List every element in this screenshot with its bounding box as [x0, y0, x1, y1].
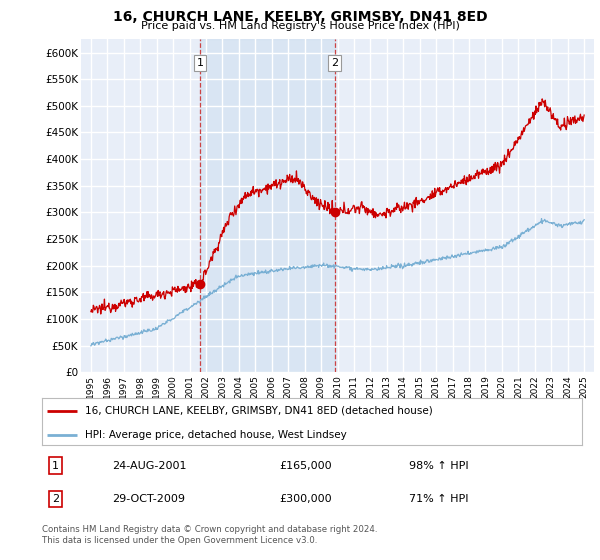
Bar [200, 39, 335, 372]
Text: 98% ↑ HPI: 98% ↑ HPI [409, 460, 469, 470]
Text: 71% ↑ HPI: 71% ↑ HPI [409, 494, 469, 504]
Text: 16, CHURCH LANE, KEELBY, GRIMSBY, DN41 8ED: 16, CHURCH LANE, KEELBY, GRIMSBY, DN41 8… [113, 10, 487, 24]
Text: 2: 2 [52, 494, 59, 504]
Text: 29-OCT-2009: 29-OCT-2009 [112, 494, 185, 504]
Text: Contains HM Land Registry data © Crown copyright and database right 2024.
This d: Contains HM Land Registry data © Crown c… [42, 525, 377, 545]
Text: £165,000: £165,000 [280, 460, 332, 470]
Text: £300,000: £300,000 [280, 494, 332, 504]
Text: 1: 1 [52, 460, 59, 470]
Text: 16, CHURCH LANE, KEELBY, GRIMSBY, DN41 8ED (detached house): 16, CHURCH LANE, KEELBY, GRIMSBY, DN41 8… [85, 406, 433, 416]
Text: 2: 2 [331, 58, 338, 68]
Text: 1: 1 [197, 58, 204, 68]
Text: Price paid vs. HM Land Registry's House Price Index (HPI): Price paid vs. HM Land Registry's House … [140, 21, 460, 31]
Text: HPI: Average price, detached house, West Lindsey: HPI: Average price, detached house, West… [85, 430, 347, 440]
Text: 24-AUG-2001: 24-AUG-2001 [112, 460, 187, 470]
